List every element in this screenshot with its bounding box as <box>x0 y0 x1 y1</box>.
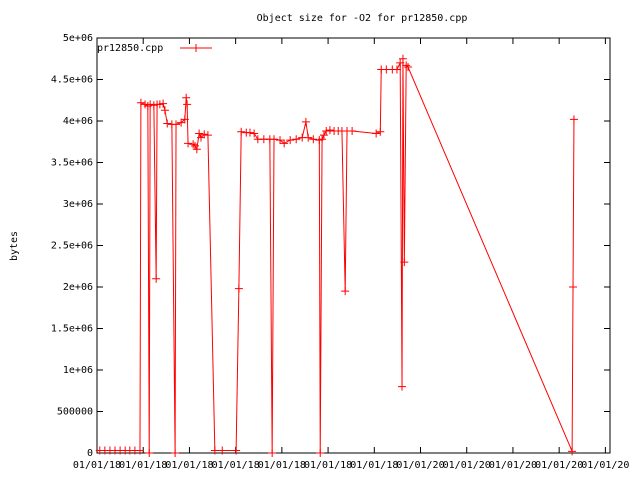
y-tick-label: 0 <box>87 448 93 459</box>
point-marker <box>376 127 385 136</box>
point-marker <box>569 283 578 291</box>
point-marker <box>183 100 192 109</box>
point-marker <box>232 446 241 455</box>
point-marker <box>292 135 301 144</box>
point-marker <box>341 287 350 296</box>
point-marker <box>372 129 381 138</box>
point-marker <box>146 100 155 109</box>
x-tick-label: 01/01/20 <box>535 460 583 471</box>
point-marker <box>325 126 334 135</box>
y-axis-label: bytes <box>9 231 20 261</box>
point-marker <box>237 127 246 136</box>
point-marker <box>245 128 254 137</box>
y-tick-label: 4.5e+06 <box>51 75 93 86</box>
point-marker <box>402 61 411 70</box>
point-marker <box>200 130 209 139</box>
y-tick-label: 2e+06 <box>63 282 93 293</box>
point-marker <box>171 449 180 457</box>
x-tick-label: 01/01/20 <box>581 460 629 471</box>
x-tick-label: 01/01/18 <box>119 460 167 471</box>
y-tick-label: 500000 <box>57 407 93 418</box>
point-marker <box>195 129 204 138</box>
point-marker <box>234 284 243 293</box>
x-tick-label: 01/01/20 <box>489 460 537 471</box>
point-marker <box>149 101 158 110</box>
point-marker <box>318 135 327 144</box>
point-marker <box>159 99 168 108</box>
point-marker <box>304 133 313 142</box>
x-tick-label: 01/01/18 <box>258 460 306 471</box>
point-marker <box>218 446 227 455</box>
point-marker <box>392 65 401 74</box>
point-marker <box>398 54 407 63</box>
legend-label: pr12850.cpp <box>97 43 163 54</box>
point-marker <box>250 129 259 138</box>
point-marker <box>400 258 409 267</box>
point-marker <box>404 63 413 72</box>
point-marker <box>172 120 181 129</box>
point-marker <box>135 446 144 455</box>
point-marker <box>348 126 357 135</box>
y-tick-label: 2.5e+06 <box>51 241 93 252</box>
point-marker <box>301 117 310 126</box>
point-marker <box>190 141 199 150</box>
point-marker <box>145 449 154 457</box>
point-marker <box>184 139 193 148</box>
x-tick-label: 01/01/18 <box>165 460 213 471</box>
y-tick-label: 1e+06 <box>63 365 93 376</box>
x-tick-label: 01/01/18 <box>304 460 352 471</box>
point-marker <box>177 118 186 127</box>
point-marker <box>210 446 219 455</box>
x-tick-label: 01/01/20 <box>396 460 444 471</box>
point-marker <box>270 135 279 144</box>
plot-frame <box>96 37 611 454</box>
point-marker <box>569 115 578 124</box>
chart-title: Object size for -O2 for pr12850.cpp <box>257 13 468 24</box>
point-marker <box>396 58 405 67</box>
point-marker <box>319 131 328 140</box>
point-marker <box>203 131 212 140</box>
x-tick-label: 01/01/18 <box>212 460 260 471</box>
point-marker <box>192 145 201 154</box>
y-tick-label: 3.5e+06 <box>51 158 93 169</box>
point-marker <box>155 100 164 109</box>
point-marker <box>160 106 169 115</box>
point-marker <box>316 449 325 457</box>
point-marker <box>286 136 295 145</box>
legend-swatch <box>192 44 200 52</box>
point-marker <box>196 133 205 142</box>
point-marker <box>152 274 161 283</box>
y-tick-label: 5e+06 <box>63 33 93 44</box>
point-marker <box>189 140 198 149</box>
x-tick-label: 01/01/18 <box>350 460 398 471</box>
point-marker <box>268 449 277 457</box>
x-tick-label: 01/01/18 <box>73 460 121 471</box>
point-marker <box>163 119 172 128</box>
point-marker <box>568 447 577 456</box>
point-marker <box>280 139 289 148</box>
point-marker <box>182 93 191 102</box>
y-tick-label: 1.5e+06 <box>51 324 93 335</box>
point-marker <box>180 115 189 124</box>
point-marker <box>398 382 407 391</box>
point-marker <box>136 98 145 107</box>
point-marker <box>322 126 331 135</box>
y-tick-label: 3e+06 <box>63 199 93 210</box>
point-marker <box>276 136 285 145</box>
series-line <box>99 58 575 454</box>
x-tick-label: 01/01/20 <box>443 460 491 471</box>
point-marker <box>309 135 318 144</box>
y-tick-label: 4e+06 <box>63 116 93 127</box>
